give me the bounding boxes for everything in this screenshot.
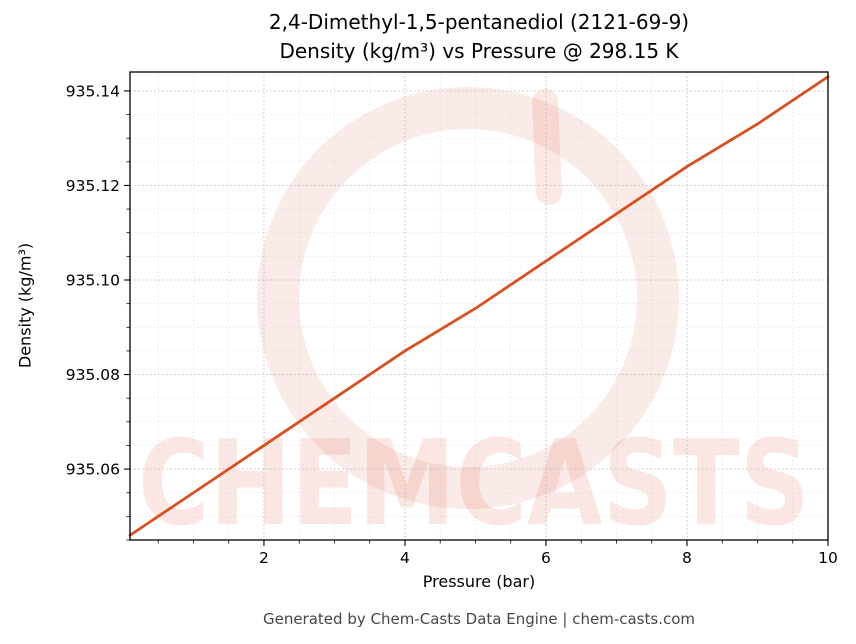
y-tick-label: 935.12	[66, 177, 120, 195]
y-tick-label: 935.10	[66, 272, 120, 290]
y-tick-label: 935.08	[66, 366, 120, 384]
chart-title-line2: Density (kg/m³) vs Pressure @ 298.15 K	[279, 39, 679, 63]
footer-text: Generated by Chem-Casts Data Engine | ch…	[262, 610, 696, 628]
watermark-ring-flourish	[532, 89, 562, 205]
x-axis-label: Pressure (bar)	[422, 572, 536, 591]
chart-title-line1: 2,4-Dimethyl-1,5-pentanediol (2121-69-9)	[268, 10, 690, 34]
x-tick-label: 8	[682, 549, 692, 567]
chart-title: 2,4-Dimethyl-1,5-pentanediol (2121-69-9)…	[130, 8, 828, 66]
watermark-ring	[257, 87, 679, 509]
x-tick-label: 4	[400, 549, 410, 567]
x-tick-label: 10	[818, 549, 838, 567]
data-line	[128, 75, 830, 537]
y-tick-label: 935.14	[66, 82, 120, 100]
x-tick-label: 6	[541, 549, 551, 567]
x-tick-label: 2	[259, 549, 269, 567]
y-tick-label: 935.06	[66, 461, 120, 479]
axes-spines	[129, 71, 829, 541]
y-axis-label: Density (kg/m³)	[15, 242, 35, 369]
watermark-text: CHEMCASTS	[138, 414, 810, 552]
